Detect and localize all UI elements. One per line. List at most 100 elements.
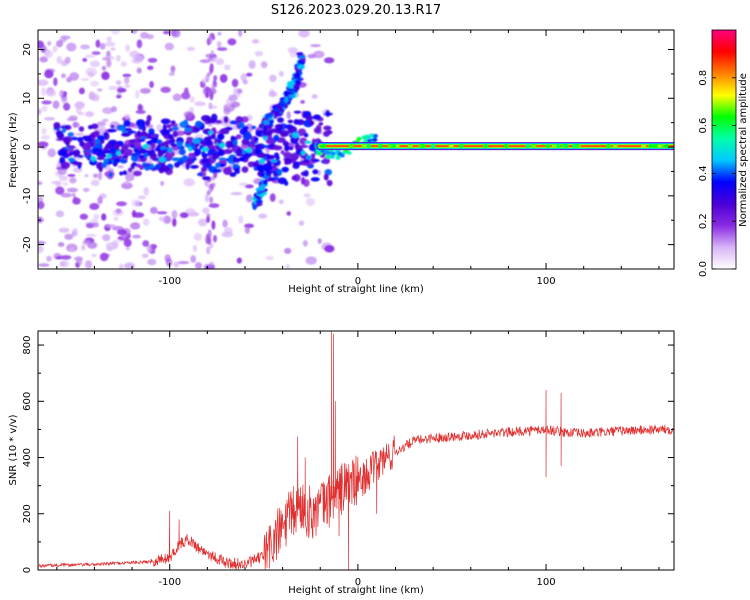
spectrogram-blob bbox=[127, 167, 133, 173]
spectrogram-blob bbox=[262, 125, 268, 133]
spectrogram-blob bbox=[208, 56, 213, 62]
spectrogram-blob bbox=[78, 126, 85, 132]
spectrogram-blob bbox=[276, 124, 284, 131]
spectrogram-blob bbox=[160, 180, 165, 186]
spectrogram-blob bbox=[60, 73, 66, 79]
carrier-spot bbox=[605, 144, 611, 148]
spectrogram-blob bbox=[283, 151, 293, 159]
spectrogram-blob bbox=[203, 136, 212, 142]
spectrogram-blob bbox=[69, 177, 77, 184]
spectrogram-blob bbox=[62, 102, 71, 111]
spectrogram-blob bbox=[366, 134, 372, 139]
spectrogram-blob bbox=[93, 214, 100, 220]
spectrogram-blob bbox=[60, 97, 69, 104]
spectrogram-blob bbox=[312, 169, 319, 175]
spectrogram-blob bbox=[324, 150, 330, 155]
colorbar-label: Normalized spectral amplitude bbox=[738, 73, 749, 227]
spectrogram-blob bbox=[186, 132, 191, 136]
spectrogram-blob bbox=[60, 260, 70, 268]
spectrogram-blob bbox=[229, 120, 238, 125]
colorbar-tick-label: 0.4 bbox=[698, 165, 709, 181]
spectrogram-blob bbox=[165, 257, 173, 267]
spectrogram-blob bbox=[255, 199, 263, 204]
carrier-spot bbox=[551, 144, 557, 148]
spectrogram-blob bbox=[67, 173, 76, 177]
spectrogram-blob bbox=[293, 83, 300, 90]
spectrogram-blob bbox=[287, 125, 298, 134]
y-tick-label: 20 bbox=[22, 43, 33, 56]
spectrogram-blob bbox=[146, 65, 154, 71]
spectrogram-blob bbox=[202, 207, 210, 215]
x-tick-label: -100 bbox=[158, 276, 181, 287]
spectrogram-blob bbox=[43, 50, 54, 59]
carrier-line bbox=[316, 142, 674, 151]
spectrogram-blob bbox=[154, 147, 162, 152]
carrier-spot bbox=[525, 144, 531, 148]
spectrogram-blob bbox=[116, 125, 127, 131]
spectrogram-blob bbox=[177, 260, 190, 265]
spectrogram-blob bbox=[41, 127, 47, 135]
spectrogram-blob bbox=[102, 234, 111, 242]
spectrogram-blob bbox=[190, 144, 196, 150]
spectrogram-blob bbox=[111, 239, 119, 249]
spectrogram-blob bbox=[61, 127, 67, 133]
x-tick-label: -100 bbox=[158, 577, 181, 588]
spectrogram-y-ticks: -20 -10 0 10 20 bbox=[22, 43, 674, 270]
spectrogram-blob bbox=[147, 258, 157, 266]
spectrogram-blob bbox=[80, 77, 90, 81]
spectrogram-blob bbox=[158, 216, 166, 222]
spectrogram-blob bbox=[90, 253, 98, 257]
spectrogram-blob bbox=[224, 64, 231, 71]
spectrogram-blob bbox=[173, 261, 179, 268]
spectrogram-blob bbox=[84, 260, 93, 269]
spectrogram-blob bbox=[147, 57, 158, 63]
spectrogram-blob bbox=[259, 184, 266, 191]
spectrogram-blob bbox=[123, 148, 134, 154]
spectrogram-blob bbox=[268, 91, 278, 98]
spectrogram-blob bbox=[192, 244, 198, 253]
spectrogram-blob bbox=[115, 158, 121, 163]
spectrogram-blob bbox=[139, 165, 144, 170]
spectrogram-blob bbox=[363, 139, 369, 144]
spectrogram-blob bbox=[278, 70, 285, 77]
x-tick-label: 100 bbox=[537, 276, 556, 287]
spectrogram-blob bbox=[135, 89, 140, 99]
carrier-spot bbox=[430, 144, 436, 148]
spectrogram-blob bbox=[145, 119, 151, 127]
spectrogram-blob bbox=[110, 30, 120, 35]
spectrogram-blob bbox=[303, 193, 311, 198]
spectrogram-blob bbox=[211, 83, 216, 94]
spectrogram-blob bbox=[235, 134, 242, 140]
spectrogram-blob bbox=[210, 50, 215, 57]
spectrogram-blob bbox=[192, 138, 200, 144]
spectrogram-blob bbox=[46, 255, 52, 262]
spectrogram-blob bbox=[213, 75, 218, 82]
spectrogram-blob bbox=[138, 154, 145, 159]
spectrogram-blob bbox=[245, 147, 253, 154]
spectrogram-blob bbox=[205, 139, 213, 146]
spectrogram-blob bbox=[97, 196, 103, 205]
spectrogram-blob bbox=[284, 159, 289, 165]
spectrogram-blob bbox=[84, 174, 89, 178]
carrier-spot bbox=[407, 144, 413, 148]
spectrogram-blob bbox=[108, 172, 113, 178]
spectrogram-blob bbox=[262, 179, 268, 186]
spectrogram-x-ticks: -100 0 100 bbox=[56, 30, 660, 287]
carrier-spot bbox=[545, 144, 551, 148]
spectrogram-blob bbox=[201, 158, 206, 164]
spectrogram-blob bbox=[208, 102, 213, 110]
spectrogram-blob bbox=[238, 215, 244, 224]
y-tick-label: 200 bbox=[22, 504, 33, 523]
spectrogram-blob bbox=[149, 206, 158, 214]
spectrogram-blob bbox=[241, 149, 247, 154]
carrier-spot bbox=[321, 144, 327, 148]
spectrogram-blob bbox=[160, 146, 167, 151]
spectrogram-blob bbox=[101, 71, 110, 81]
carrier-spot bbox=[361, 144, 367, 148]
spectrogram-blob bbox=[256, 153, 267, 158]
spectrogram-blob bbox=[222, 219, 228, 228]
spectrogram-blob bbox=[106, 153, 112, 159]
spectrogram-blob bbox=[104, 41, 116, 47]
spectrogram-blob bbox=[303, 159, 310, 163]
spectrogram-blob bbox=[122, 73, 132, 78]
